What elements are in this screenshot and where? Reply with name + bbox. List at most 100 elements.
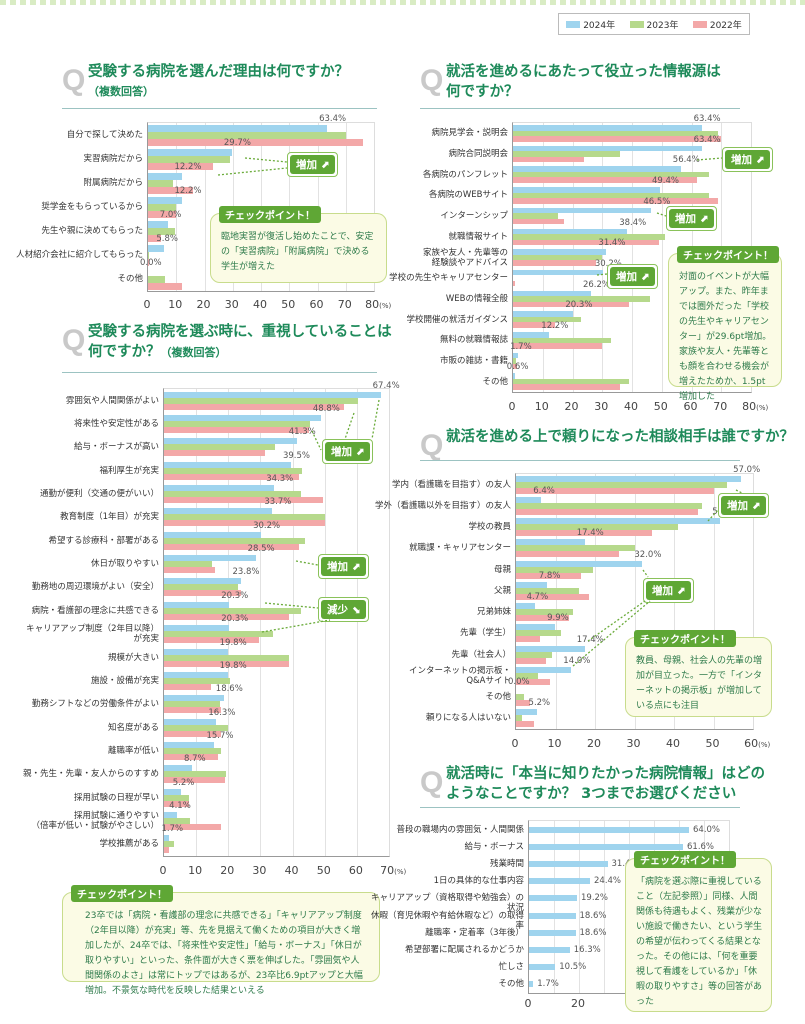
bar-2024年-3 — [148, 172, 183, 180]
legend-item-2023: 2023年 — [629, 18, 679, 31]
value-label: 12.2% — [174, 185, 202, 196]
bar-2023年-9 — [516, 651, 552, 658]
bar-2023年-8 — [516, 630, 562, 637]
badge-label: 増加 ⬈ — [290, 155, 336, 174]
bar-2022年-2 — [148, 162, 213, 170]
bar-2024年-12 — [516, 709, 537, 716]
category-label: 採用試験の日程が早い — [73, 792, 159, 803]
axis-tick-label: 50 — [316, 864, 331, 877]
bar-2024年-10 — [516, 666, 572, 673]
legend-label: 2022年 — [709, 20, 742, 31]
bar-2024年-10 — [513, 311, 574, 317]
question-title-line: 就活を進めるにあたって役立った情報源は — [446, 64, 721, 80]
gridline — [345, 123, 347, 291]
checkpoint-text: 教員、母親、社会人の先輩の増加が目立った。一方で「インターネットの掲示板」が増加… — [636, 656, 763, 711]
bar-2022年-3 — [164, 450, 266, 457]
bar-2022年-20 — [164, 847, 170, 854]
bar-2023年-13 — [513, 378, 630, 385]
bar-2023年-8 — [164, 561, 213, 568]
value-label: 48.8% — [312, 404, 340, 415]
bar-2024年-16 — [164, 741, 215, 748]
gridline — [661, 123, 663, 392]
badge-label: 増加 ⬈ — [725, 150, 771, 169]
category-label: 学校開催の就活ガイダンス — [406, 314, 509, 325]
checkpoint-text: 対面のイベントが大幅アップ。また、昨年までは圏外だった「学校の先生やキャリアセン… — [679, 272, 772, 402]
bar-2022年-2 — [513, 156, 585, 163]
gridline — [602, 123, 604, 392]
axis-unit: (%) — [394, 868, 407, 876]
value-label: 6.4% — [533, 485, 555, 496]
bar-2022年-11 — [164, 637, 259, 644]
bar-2023年-14 — [164, 701, 221, 708]
axis-tick-label: 50 — [281, 298, 296, 311]
gridline — [554, 821, 555, 993]
bar-2022年-2 — [164, 427, 309, 434]
axis-tick-label: 40 — [253, 298, 267, 311]
category-label: 各病院のパンフレット — [422, 169, 508, 180]
bar-2024年-13 — [513, 373, 515, 379]
legend-swatch — [692, 20, 707, 28]
bar-2022年-5 — [148, 234, 161, 242]
category-label: 将来性や安定性がある — [73, 419, 159, 430]
checkpoint-text: 「病院を選ぶ際に重視していること（左記参照）」同様、人間関係も待遇もよく、残業が… — [636, 877, 763, 1007]
axis-tick-label: 70 — [713, 400, 728, 413]
value-label: 41.3% — [288, 427, 316, 438]
category-label: その他 — [498, 979, 524, 990]
plot-area: 雰囲気や人間関係がよい 67.4% 将来性や安定性がある 48.8% 給与・ボーナスが高… — [23, 381, 400, 857]
bar-2023年-12 — [513, 358, 516, 364]
bar-2022年-3 — [516, 530, 653, 537]
category-label: 普段の職場内の雰囲気・人間関係 — [396, 824, 524, 835]
bar-2024年-6 — [164, 508, 273, 515]
bar-2024年-7 — [516, 603, 535, 610]
bar-2024年-1 — [148, 124, 328, 132]
checkpoint-title: チェックポイント！ — [634, 630, 736, 647]
axis-unit: (%) — [379, 302, 392, 310]
checkpoint-title: チェックポイント！ — [71, 885, 173, 902]
category-label: 奨学金をもらっているから — [41, 202, 143, 212]
value-label: 24.4% — [594, 876, 622, 887]
category-label: 先生や親に決めてもらった — [41, 226, 143, 236]
axis-tick-label: 0 — [159, 864, 167, 877]
bar-2022年-2 — [516, 508, 698, 515]
bar-2024年-2 — [164, 415, 321, 422]
bar-2022年-1 — [148, 138, 363, 146]
bar-2022年-9 — [516, 657, 546, 664]
question-title-line: 受験する病院を選ぶ時に、重視していることは — [88, 324, 392, 340]
badge-label: 増加 ⬈ — [321, 557, 367, 576]
category-label: 離職率・定着率（3年後） — [425, 927, 524, 938]
bar-2024年-1 — [513, 125, 702, 131]
value-label: 19.2% — [581, 893, 609, 904]
legend-label: 2023年 — [646, 20, 679, 31]
bar-2022年-7 — [164, 543, 299, 550]
increase-badge: 増加 ⬈ — [722, 147, 774, 172]
category-label: 学校の教員 — [468, 522, 511, 533]
axis-tick-label: 40 — [284, 864, 299, 877]
category-label: 勤務シフトなどの労働条件がよい — [31, 699, 159, 710]
value-label: 28.5% — [247, 544, 275, 555]
legend-item-2024: 2024年 — [566, 18, 615, 31]
bar-2022年-11 — [513, 343, 603, 349]
question-subtitle: （複数回答） — [88, 85, 154, 98]
bar-2024年-1 — [516, 475, 742, 482]
increase-badge: 増加 ⬈ — [718, 493, 770, 518]
value-label: 17.4% — [576, 528, 604, 539]
bar-2024年-9 — [513, 290, 591, 297]
section-divider — [62, 372, 377, 373]
gridline — [713, 474, 715, 729]
bar-2023年-5 — [513, 213, 558, 219]
legend-label: 2024年 — [583, 20, 616, 31]
axis-unit: (%) — [758, 741, 771, 749]
value-label: 10.5% — [559, 962, 587, 973]
bar-2023年-9 — [164, 584, 238, 591]
legend-swatch — [566, 20, 581, 28]
bar-2024年-9 — [516, 645, 585, 652]
bar-2024年-1 — [164, 391, 381, 398]
bar-2022年-6 — [513, 239, 659, 246]
bar-2023年-6 — [164, 514, 325, 521]
bar-2023年-7 — [513, 254, 603, 261]
question-title: 受験する病院を選んだ理由は何ですか？ （複数回答） — [88, 62, 349, 102]
bar-2022年-9 — [164, 590, 242, 597]
bar-2024年-2 — [529, 843, 683, 850]
bar-2022年-17 — [164, 777, 226, 784]
bar-2022年-12 — [516, 721, 534, 728]
